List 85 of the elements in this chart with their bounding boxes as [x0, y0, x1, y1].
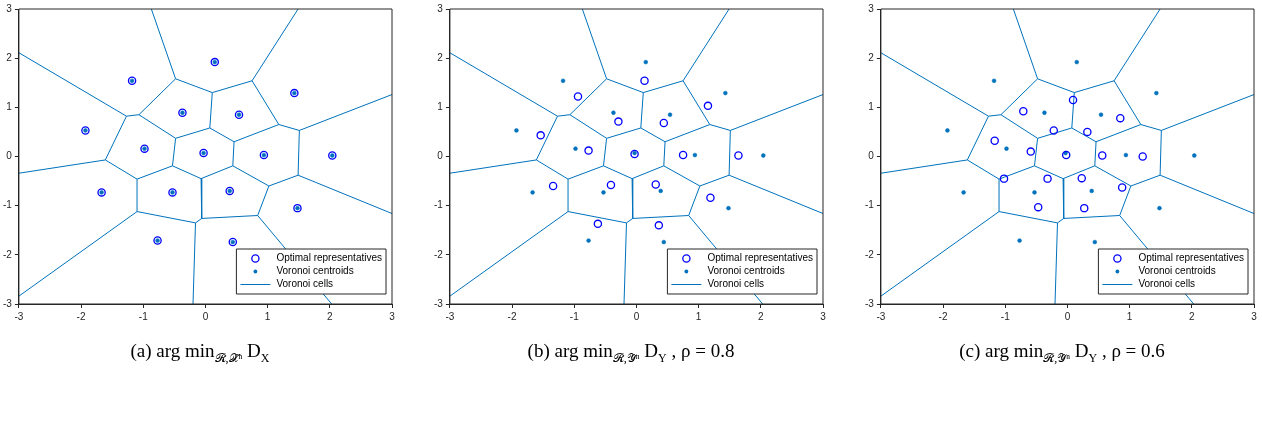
text: Voronoi centroids [707, 265, 785, 277]
text: (b) arg min$_{𝓡,𝒴̂ⁿ}$ D$_{Y}$ , ρ = 0.8 [526, 340, 736, 366]
x-tick-label: -1 [138, 310, 149, 322]
x-tick-label: -3 [14, 310, 24, 322]
y-tick-label: 0 [437, 150, 444, 162]
x-tick-label: -1 [1000, 310, 1011, 322]
legend-label: Optimal representatives [707, 252, 814, 264]
y-tick-label: 0 [6, 150, 13, 162]
point [1138, 152, 1147, 161]
x-tick-label: 1 [695, 310, 702, 322]
y-tick-label: 2 [868, 51, 875, 63]
x-tick-label: 0 [633, 310, 640, 322]
point [1043, 174, 1052, 183]
legend-label: Voronoi cells [1138, 278, 1196, 290]
point [678, 150, 688, 160]
point [1117, 183, 1127, 192]
point [536, 131, 545, 140]
x-tick-label: -1 [569, 310, 580, 322]
x-tick-label: 2 [327, 310, 334, 322]
legend-label: Optimal representatives [276, 252, 383, 264]
text: Voronoi centroids [1138, 265, 1216, 277]
y-tick-label: 2 [437, 51, 444, 63]
y-tick-label: -3 [2, 297, 13, 309]
x-tick-label: 3 [820, 310, 827, 322]
point [654, 221, 664, 230]
x-tick-label: 3 [1251, 310, 1258, 322]
point [734, 151, 743, 160]
x-tick-label: 2 [758, 310, 765, 322]
point [1026, 147, 1036, 156]
point [573, 92, 583, 101]
y-tick-label: 3 [437, 2, 444, 14]
x-tick-label: -3 [445, 310, 455, 322]
y-tick-label: -2 [2, 248, 13, 260]
x-tick-label: -2 [76, 310, 86, 322]
y-tick-label: -1 [2, 199, 13, 211]
y-tick-label: -3 [864, 297, 875, 309]
y-tick-label: -2 [864, 248, 875, 260]
text: (a) arg min$_{𝓡,𝒳̂ⁿ}$ D$_{X}$ [129, 340, 271, 366]
x-tick-label: -2 [507, 310, 517, 322]
point [1049, 126, 1059, 135]
point [1077, 173, 1086, 183]
text: (c) arg min$_{𝓡,𝒴̂ⁿ}$ D$_{Y}$ , ρ = 0.6 [958, 340, 1166, 366]
point [1019, 107, 1028, 116]
point [999, 174, 1009, 183]
point [706, 193, 715, 203]
point [1061, 150, 1071, 160]
x-tick-label: 3 [389, 310, 396, 322]
point [703, 101, 713, 111]
point [651, 180, 660, 189]
y-tick-label: 3 [6, 2, 13, 14]
y-tick-label: 1 [868, 101, 875, 113]
legend-label: Voronoi cells [276, 278, 334, 290]
point [593, 219, 603, 229]
legend-label: Voronoi cells [707, 278, 765, 290]
x-tick-label: 0 [1064, 310, 1071, 322]
point [640, 76, 649, 86]
point [1098, 151, 1107, 160]
y-tick-label: -1 [864, 199, 875, 211]
x-tick-label: -3 [876, 310, 886, 322]
x-tick-label: 1 [264, 310, 271, 322]
y-tick-label: -1 [433, 199, 444, 211]
y-tick-label: -2 [433, 248, 444, 260]
point [606, 180, 616, 190]
y-tick-label: 0 [868, 150, 875, 162]
point [584, 146, 593, 155]
point [548, 181, 558, 191]
point [659, 118, 669, 128]
text: Voronoi centroids [276, 265, 354, 277]
point [1079, 203, 1089, 213]
x-tick-label: 1 [1126, 310, 1133, 322]
y-tick-label: 1 [437, 101, 444, 113]
y-tick-label: 3 [868, 2, 875, 14]
point [1033, 202, 1043, 212]
y-tick-label: -3 [433, 297, 444, 309]
x-tick-label: 2 [1189, 310, 1196, 322]
point [614, 117, 623, 126]
y-tick-label: 2 [6, 51, 13, 63]
legend-label: Optimal representatives [1138, 252, 1245, 264]
point [990, 136, 999, 146]
point [1068, 95, 1078, 105]
point [1116, 113, 1125, 123]
y-tick-label: 1 [6, 101, 13, 113]
point [1083, 127, 1092, 137]
x-tick-label: 0 [202, 310, 209, 322]
x-tick-label: -2 [938, 310, 948, 322]
